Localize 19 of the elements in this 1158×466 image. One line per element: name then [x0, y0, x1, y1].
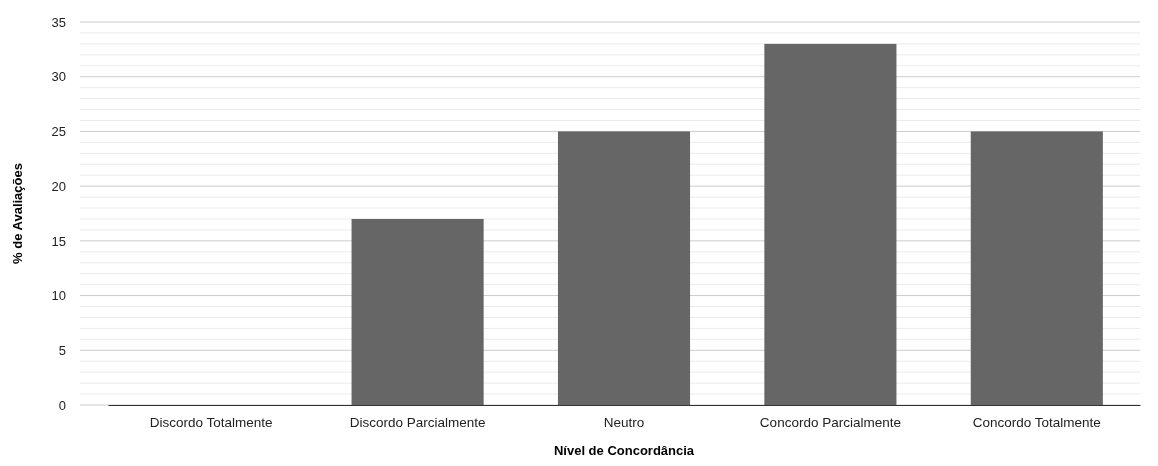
bar [970, 131, 1103, 405]
bar [764, 43, 897, 405]
x-axis-title: Nível de Concordância [553, 443, 695, 458]
bar [351, 218, 484, 405]
x-tick-label: Concordo Totalmente [972, 414, 1101, 430]
y-tick-label: 25 [51, 124, 66, 140]
y-tick-label: 15 [51, 233, 66, 249]
y-tick-label: 30 [51, 69, 66, 85]
y-tick-label: 20 [51, 178, 66, 194]
y-tick-label: 5 [58, 342, 66, 358]
x-tick-label: Neutro [603, 414, 645, 430]
y-tick-label: 10 [51, 288, 66, 304]
x-tick-label: Concordo Parcialmente [759, 414, 901, 430]
x-tick-label: Discordo Parcialmente [349, 414, 486, 430]
x-tick-label: Discordo Totalmente [149, 414, 273, 430]
y-tick-label: 0 [58, 397, 66, 413]
y-axis-title: % de Avaliações [10, 163, 25, 264]
y-tick-label: 35 [51, 14, 66, 30]
bar [557, 131, 691, 405]
